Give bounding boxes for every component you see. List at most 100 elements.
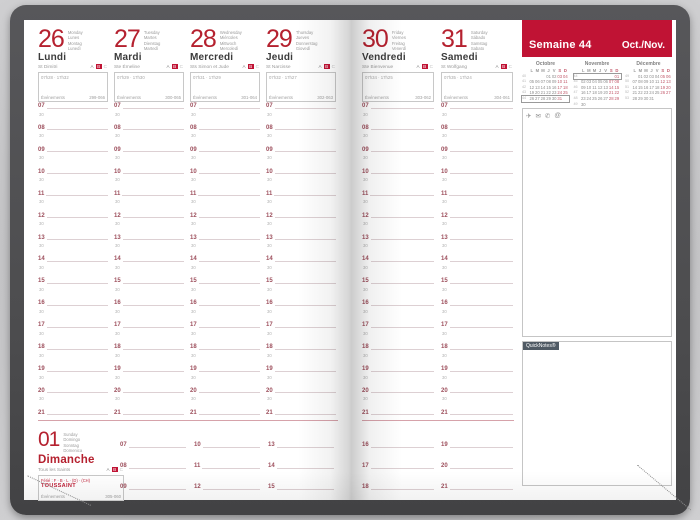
half-hour-label: 30	[267, 308, 272, 314]
zone-a: A	[318, 64, 323, 69]
calendar-day: 15	[546, 84, 551, 90]
calendar-day: 08	[638, 79, 643, 85]
hour-slot: 10 30	[190, 168, 260, 190]
hour-line	[128, 467, 186, 469]
calendar-day: 22	[638, 90, 643, 96]
half-hour-label: 30	[442, 330, 447, 336]
calendar-week-row: 44 26 27 28 29 30 31	[521, 95, 570, 103]
hour-line	[274, 348, 336, 350]
calendar-week-number: 46	[573, 84, 578, 89]
calendar-day: 23	[643, 90, 649, 96]
hour-row: 10	[362, 168, 434, 175]
hour-line	[370, 217, 434, 219]
hour-label: 15	[362, 278, 369, 285]
half-hour-label: 30	[191, 155, 196, 161]
hour-label: 08	[190, 124, 197, 131]
hour-row: 11	[114, 190, 184, 197]
calendar-dow: S	[558, 68, 562, 73]
calendar-day: 31	[649, 95, 654, 101]
calendar-day: 24	[557, 90, 563, 96]
calendar-day: 20	[603, 90, 608, 96]
hour-slot: 14 30	[362, 255, 434, 277]
left-page-separator	[38, 420, 338, 421]
hour-slot: 18 30	[441, 343, 513, 365]
day-notes-box: 07h34 · 17h25 Événements 303-062	[362, 72, 434, 102]
calendar-day: 04	[654, 73, 660, 79]
hour-line	[122, 392, 184, 394]
hour-slot: 15 30	[190, 277, 260, 299]
hour-row: 07	[190, 102, 260, 109]
hour-line	[46, 239, 108, 241]
saint-row: Ste Émeline A B C	[114, 64, 184, 70]
hour-line	[122, 348, 184, 350]
zone-b: B	[501, 64, 508, 70]
day-number: 31	[441, 25, 468, 53]
hour-line	[370, 195, 434, 197]
hour-label: 10	[362, 168, 369, 175]
hour-line	[274, 282, 336, 284]
hour-slot: 19 30	[38, 365, 108, 387]
hour-row: 13	[38, 234, 108, 241]
hour-slot: 11 30	[362, 190, 434, 212]
hour-row: 14	[266, 255, 336, 262]
hour-label: 12	[38, 212, 45, 219]
calendar-dow: V	[552, 68, 556, 73]
calendar-week-row: 42 12 13 14 15 16 17 18	[522, 85, 569, 91]
saint-row: St Dimitri A B C	[38, 64, 108, 70]
hour-row: 20	[362, 387, 434, 394]
half-hour-label: 30	[191, 111, 196, 117]
zone-a: A	[106, 467, 111, 472]
hour-slot: 08 30	[266, 124, 336, 146]
events-label: Événements	[41, 493, 65, 499]
hour-line	[46, 370, 108, 372]
day-notes-box: 07h28 · 17h32 Événements 299-066	[38, 72, 108, 102]
day-of-year-count: 303-062	[415, 94, 431, 100]
hour-line	[274, 107, 336, 109]
calendar-day: 24	[649, 90, 654, 96]
zone-a: A	[242, 64, 247, 69]
saint-row: Ste Bienvenue A B C	[362, 64, 434, 70]
hour-line	[122, 414, 184, 416]
hour-line	[449, 239, 513, 241]
calendar-day: 08	[614, 79, 620, 85]
hour-line	[122, 239, 184, 241]
calendar-day: 01	[638, 73, 643, 79]
day-number-row: 30 Friday Viernes Freitag Venerdì	[362, 27, 434, 52]
day-box-footer: Événements 302-063	[269, 95, 333, 100]
hour-slot: 21	[362, 409, 434, 418]
hour-line	[370, 467, 434, 469]
half-hour-label: 30	[442, 111, 447, 117]
hour-label: 16	[441, 300, 448, 307]
hour-row: 19	[441, 434, 513, 448]
hour-label: 08	[38, 124, 45, 131]
half-hour-label: 30	[442, 308, 447, 314]
calendar-day: 03	[649, 73, 654, 79]
hour-row: 10	[190, 168, 260, 175]
half-hour-label: 30	[115, 221, 120, 227]
hour-row: 12	[362, 212, 434, 219]
hour-slot: 11 30	[38, 190, 108, 212]
hour-row: 19	[362, 365, 434, 372]
hour-row: 13	[190, 234, 260, 241]
half-hour-label: 30	[363, 286, 368, 292]
sunrise-sunset-times: 07h35 · 17h24	[444, 75, 472, 80]
saint-of-day: Ste Émeline	[114, 65, 140, 70]
calendar-day: 27	[666, 90, 671, 96]
hour-line	[198, 348, 260, 350]
hour-row: 07	[441, 102, 513, 109]
hour-row: 17	[362, 455, 434, 469]
hour-label: 17	[266, 322, 273, 329]
hour-line	[274, 260, 336, 262]
calendar-dow: M	[638, 68, 643, 73]
day-number: 26	[38, 25, 65, 53]
hour-line	[449, 195, 513, 197]
calendar-dow: D	[563, 68, 567, 73]
hour-slot: 18 30	[190, 343, 260, 365]
calendar-week-number: 43	[522, 90, 527, 95]
half-hour-label: 30	[191, 308, 196, 314]
day-names-multilang: Thursday Jueves Donnerstag Giovedì	[295, 30, 318, 51]
hour-row: 20	[38, 387, 108, 394]
hour-line	[46, 107, 108, 109]
sunday-hours-left-2: 10 11 12	[194, 434, 260, 497]
hour-row: 19	[441, 365, 513, 372]
